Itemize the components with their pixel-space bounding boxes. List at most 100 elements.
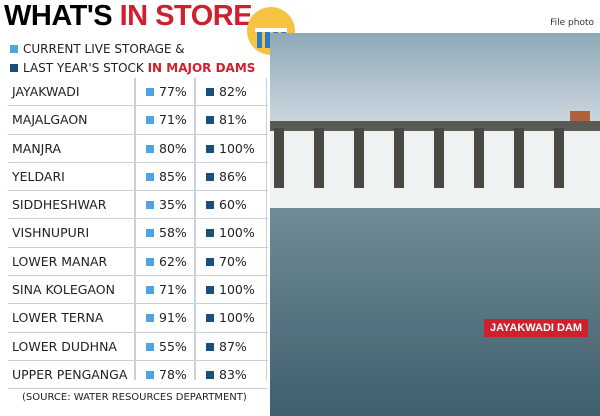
marker xyxy=(206,88,214,96)
table-cell: 58% xyxy=(146,225,187,240)
marker xyxy=(146,370,154,379)
table-cell: 81% xyxy=(206,112,247,127)
table-row: SINA KOLEGAON 71% 100% xyxy=(8,276,268,305)
table-cell: 85% xyxy=(146,169,187,184)
table-cell: 83% xyxy=(206,367,247,382)
cell-text: 71% xyxy=(159,112,187,128)
table-row: MAJALGAON 71% 81% xyxy=(8,106,268,135)
photo xyxy=(270,33,600,416)
table-row: SIDDHESHWAR 35% 60% xyxy=(8,191,268,220)
marker xyxy=(206,257,214,266)
marker xyxy=(146,314,154,323)
cell-text: 71% xyxy=(159,282,187,298)
table-cell: 78% xyxy=(146,367,187,382)
table-row: YELDARI 85% 86% xyxy=(8,163,268,192)
table-cell: 35% xyxy=(146,197,187,212)
table-cell: 82% xyxy=(206,84,247,99)
table-cell: 71% xyxy=(146,282,187,297)
legend-text: LAST YEAR'S STOCK xyxy=(23,61,144,75)
column-line xyxy=(266,78,267,380)
table-row: VISHNUPURI 58% 100% xyxy=(8,219,268,248)
photo-caption: JAYAKWADI DAM xyxy=(484,319,589,337)
marker xyxy=(206,370,214,379)
column-line xyxy=(134,78,136,380)
title-highlight: IN STORE xyxy=(119,0,253,32)
table-cell: 60% xyxy=(206,197,247,212)
cell-text: 80% xyxy=(159,140,187,156)
marker xyxy=(206,144,214,153)
cell-text: LOWER TERNA xyxy=(12,310,104,326)
marker xyxy=(206,314,214,323)
cell-text: SIDDHESHWAR xyxy=(12,197,107,213)
column-line xyxy=(194,78,196,380)
cell-text: 77% xyxy=(159,84,187,99)
marker xyxy=(206,116,214,125)
table: JAYAKWADI 77% 82% MAJALGAON 71% 81% MANJRA 80% 1… xyxy=(8,78,268,390)
table-cell: SIDDHESHWAR xyxy=(12,197,106,212)
legend-text: CURRENT LIVE STORAGE & xyxy=(23,42,185,56)
cell-text: SINA KOLEGAON xyxy=(12,282,115,298)
table-cell: 80% xyxy=(146,141,187,156)
table-cell: LOWER DUDHNA xyxy=(12,339,117,354)
marker xyxy=(146,172,154,181)
marker xyxy=(206,201,214,210)
table-row: LOWER DUDHNA 55% 87% xyxy=(8,333,268,361)
table-cell: MANJRA xyxy=(12,141,61,156)
table-row: MANJRA 80% 100% xyxy=(8,135,268,163)
marker xyxy=(146,229,154,238)
table-cell: 91% xyxy=(146,310,187,325)
table-cell: LOWER MANAR xyxy=(12,254,107,269)
marker xyxy=(146,257,154,266)
cell-text: 91% xyxy=(159,310,187,326)
marker xyxy=(146,286,154,295)
table-cell: 62% xyxy=(146,254,187,269)
title-text: WHAT'S xyxy=(4,0,113,32)
table-cell: JAYAKWADI xyxy=(12,84,80,99)
cell-text: 100% xyxy=(219,225,255,241)
marker xyxy=(206,229,214,238)
cell-text: 83% xyxy=(219,366,247,382)
cell-text: 78% xyxy=(159,366,187,382)
cell-text: 85% xyxy=(159,168,187,184)
table-row: LOWER MANAR 62% 70% xyxy=(8,248,268,277)
cell-text: 100% xyxy=(219,282,255,298)
table-row: JAYAKWADI 77% 82% xyxy=(8,78,268,107)
marker xyxy=(206,342,214,351)
table-cell: 77% xyxy=(146,84,187,99)
legend: CURRENT LIVE STORAGE & LAST YEAR'S STOCK… xyxy=(10,40,255,78)
marker xyxy=(146,88,154,96)
cell-text: 87% xyxy=(219,338,247,354)
source: (SOURCE: WATER RESOURCES DEPARTMENT) xyxy=(22,392,247,403)
photo-credit: File photo xyxy=(550,18,594,28)
cell-text: LOWER MANAR xyxy=(12,253,108,269)
cell-text: MAJALGAON xyxy=(12,112,88,128)
table-cell: 100% xyxy=(206,282,255,297)
cell-text: YELDARI xyxy=(12,168,65,184)
cell-text: VISHNUPURI xyxy=(12,225,90,241)
table-cell: UPPER PENGANGA xyxy=(12,367,127,382)
table-cell: 87% xyxy=(206,339,247,354)
cell-text: 100% xyxy=(219,140,255,156)
table-cell: SINA KOLEGAON xyxy=(12,282,115,297)
marker xyxy=(146,116,154,125)
cell-text: UPPER PENGANGA xyxy=(12,366,128,382)
cell-text: MANJRA xyxy=(12,140,62,156)
table-row: UPPER PENGANGA 78% 83% xyxy=(8,361,268,390)
cell-text: 62% xyxy=(159,253,187,269)
marker xyxy=(146,144,154,153)
cell-text: JAYAKWADI xyxy=(12,84,80,99)
table-cell: 100% xyxy=(206,310,255,325)
marker xyxy=(206,286,214,295)
cell-text: 58% xyxy=(159,225,187,241)
cell-text: 35% xyxy=(159,197,187,213)
table-cell: MAJALGAON xyxy=(12,112,88,127)
table-cell: LOWER TERNA xyxy=(12,310,103,325)
marker xyxy=(146,342,154,351)
marker xyxy=(146,201,154,210)
cell-text: 82% xyxy=(219,84,247,99)
legend-highlight: IN MAJOR DAMS xyxy=(147,61,256,75)
table-row: LOWER TERNA 91% 100% xyxy=(8,304,268,333)
table-cell: 86% xyxy=(206,169,247,184)
table-cell: 100% xyxy=(206,225,255,240)
